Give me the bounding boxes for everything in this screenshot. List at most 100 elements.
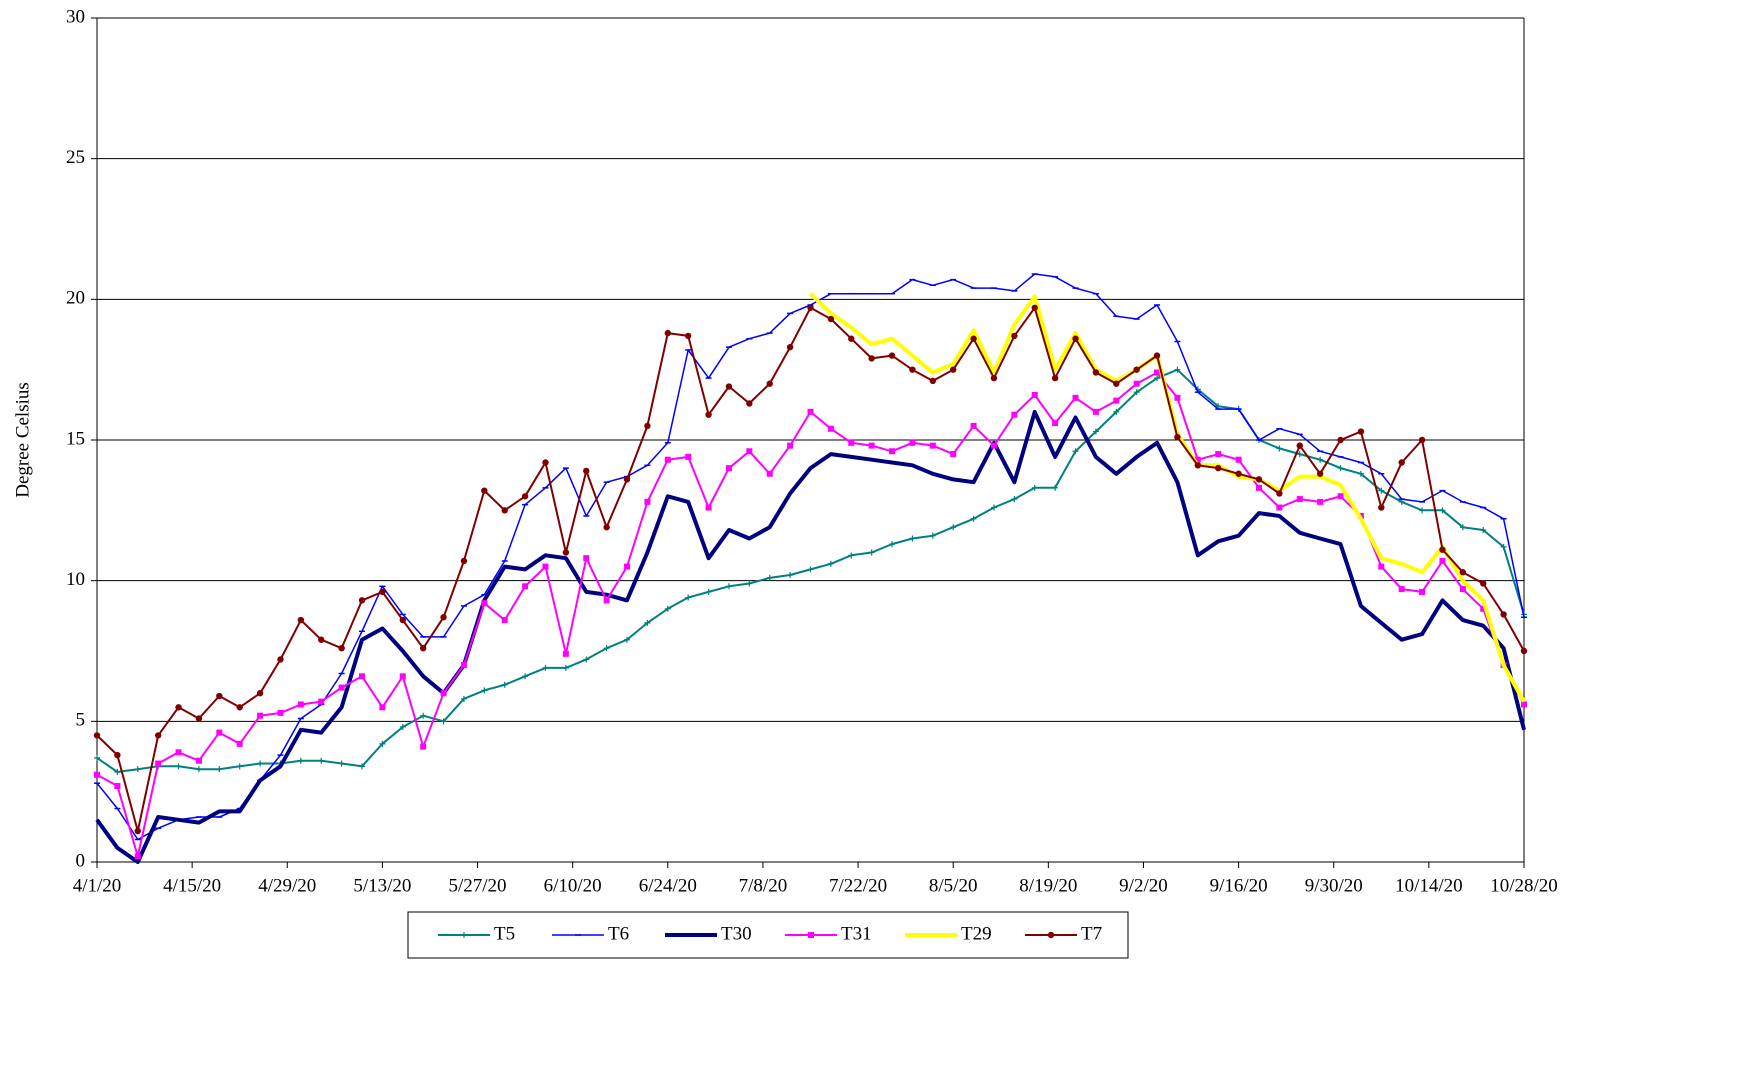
marker bbox=[1520, 647, 1528, 655]
marker bbox=[1133, 389, 1140, 396]
marker bbox=[318, 636, 325, 643]
marker bbox=[399, 673, 406, 680]
marker bbox=[746, 400, 753, 407]
marker bbox=[1031, 391, 1038, 398]
marker bbox=[827, 315, 835, 323]
marker bbox=[664, 329, 671, 337]
marker bbox=[440, 690, 447, 697]
marker bbox=[440, 614, 447, 621]
marker bbox=[1378, 487, 1385, 494]
marker bbox=[297, 616, 305, 624]
marker bbox=[1072, 394, 1079, 401]
marker bbox=[1153, 352, 1161, 359]
marker bbox=[766, 470, 773, 477]
marker bbox=[1398, 586, 1405, 593]
marker bbox=[379, 704, 386, 711]
marker bbox=[277, 709, 284, 716]
marker bbox=[1276, 445, 1283, 452]
marker bbox=[1439, 557, 1446, 564]
marker bbox=[1174, 366, 1181, 373]
marker bbox=[1133, 380, 1140, 387]
x-tick-label: 8/5/20 bbox=[929, 875, 978, 896]
marker bbox=[624, 636, 631, 643]
marker bbox=[134, 827, 141, 835]
marker bbox=[725, 383, 733, 390]
y-tick-label: 15 bbox=[66, 428, 85, 449]
marker bbox=[481, 600, 488, 607]
marker bbox=[419, 644, 427, 652]
marker bbox=[725, 465, 732, 472]
marker bbox=[583, 656, 590, 663]
y-axis-label: Degree Celsius bbox=[12, 382, 33, 498]
marker bbox=[787, 572, 794, 579]
marker bbox=[1011, 496, 1018, 503]
marker bbox=[950, 366, 957, 373]
marker bbox=[1419, 507, 1426, 514]
marker bbox=[990, 504, 997, 511]
marker bbox=[889, 541, 896, 548]
marker bbox=[94, 754, 100, 761]
marker bbox=[1052, 484, 1059, 491]
x-tick-label: 10/28/20 bbox=[1490, 875, 1558, 896]
marker bbox=[1031, 304, 1038, 311]
marker bbox=[1317, 456, 1324, 463]
marker bbox=[1092, 428, 1099, 435]
marker bbox=[501, 617, 508, 624]
marker bbox=[1419, 588, 1426, 595]
marker bbox=[970, 515, 977, 522]
marker bbox=[175, 749, 182, 756]
marker bbox=[624, 563, 631, 570]
marker bbox=[297, 757, 304, 764]
marker bbox=[1500, 543, 1507, 550]
marker bbox=[1459, 586, 1466, 593]
marker bbox=[1011, 332, 1018, 340]
marker bbox=[950, 451, 957, 458]
marker bbox=[664, 605, 671, 612]
x-tick-label: 4/29/20 bbox=[258, 875, 316, 896]
marker bbox=[134, 766, 141, 773]
marker bbox=[623, 476, 631, 483]
marker bbox=[1398, 459, 1405, 466]
marker bbox=[257, 712, 264, 719]
marker bbox=[868, 355, 875, 362]
marker bbox=[399, 723, 406, 730]
marker bbox=[1255, 476, 1263, 483]
marker bbox=[786, 343, 794, 351]
marker bbox=[1113, 397, 1120, 404]
marker bbox=[1337, 465, 1344, 472]
series-line bbox=[96, 273, 1525, 841]
marker bbox=[1113, 380, 1120, 387]
marker bbox=[359, 763, 366, 770]
marker bbox=[1133, 366, 1140, 373]
marker bbox=[134, 853, 141, 860]
series-line bbox=[96, 371, 1525, 858]
marker bbox=[114, 783, 121, 790]
marker bbox=[175, 704, 182, 711]
marker bbox=[257, 760, 264, 767]
marker bbox=[1072, 448, 1079, 455]
marker bbox=[787, 442, 794, 449]
x-tick-label: 5/27/20 bbox=[449, 875, 507, 896]
marker bbox=[379, 740, 386, 747]
marker bbox=[644, 619, 651, 626]
legend-label: T6 bbox=[608, 923, 629, 944]
marker bbox=[358, 597, 366, 604]
marker bbox=[808, 932, 814, 938]
y-tick-label: 25 bbox=[66, 147, 85, 168]
legend-box bbox=[407, 911, 1129, 959]
marker bbox=[684, 332, 692, 340]
marker bbox=[562, 650, 569, 657]
marker bbox=[950, 524, 957, 531]
marker bbox=[114, 768, 121, 775]
marker bbox=[94, 771, 100, 778]
x-tick-label: 4/1/20 bbox=[73, 875, 122, 896]
marker bbox=[460, 662, 467, 669]
marker bbox=[481, 687, 488, 694]
marker bbox=[848, 335, 855, 342]
series-line bbox=[809, 292, 1526, 703]
marker bbox=[195, 766, 202, 773]
legend-label: T31 bbox=[841, 923, 872, 944]
marker bbox=[154, 732, 162, 739]
marker bbox=[1439, 546, 1446, 553]
